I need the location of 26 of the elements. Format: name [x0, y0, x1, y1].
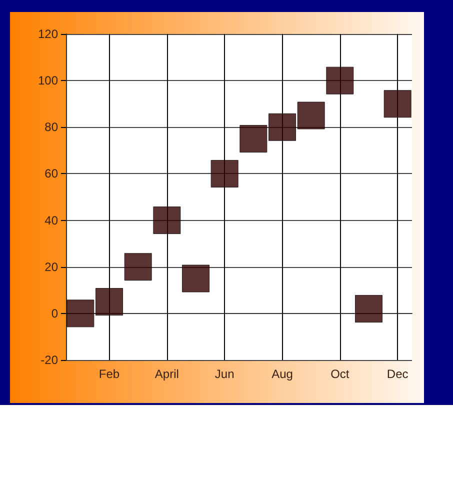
- x-tick-label: Jun: [214, 367, 234, 381]
- x-tick-label: April: [154, 367, 179, 381]
- x-tick-label: Oct: [330, 367, 350, 381]
- point: [240, 125, 268, 153]
- y-tick-label: 0: [51, 306, 58, 320]
- y-tick-label: 20: [44, 260, 58, 274]
- x-tick-label: Dec: [386, 367, 408, 381]
- x-tick-label: Feb: [98, 367, 120, 381]
- y-tick-label: 120: [38, 27, 58, 41]
- y-tick-label: 40: [44, 213, 58, 228]
- point: [384, 90, 412, 118]
- y-tick-label: -20: [40, 353, 58, 367]
- point: [326, 66, 354, 94]
- y-tick-label: 100: [38, 74, 58, 88]
- point: [210, 160, 238, 188]
- point: [96, 288, 123, 316]
- point: [268, 113, 296, 141]
- x-tick-label: Aug: [272, 367, 293, 381]
- point: [66, 300, 94, 328]
- point: [124, 253, 152, 281]
- point: [297, 102, 325, 130]
- point: [182, 264, 210, 292]
- y-tick-label: 80: [44, 120, 58, 134]
- point: [355, 295, 382, 323]
- point: [153, 206, 181, 234]
- y-tick-label: 60: [44, 166, 58, 181]
